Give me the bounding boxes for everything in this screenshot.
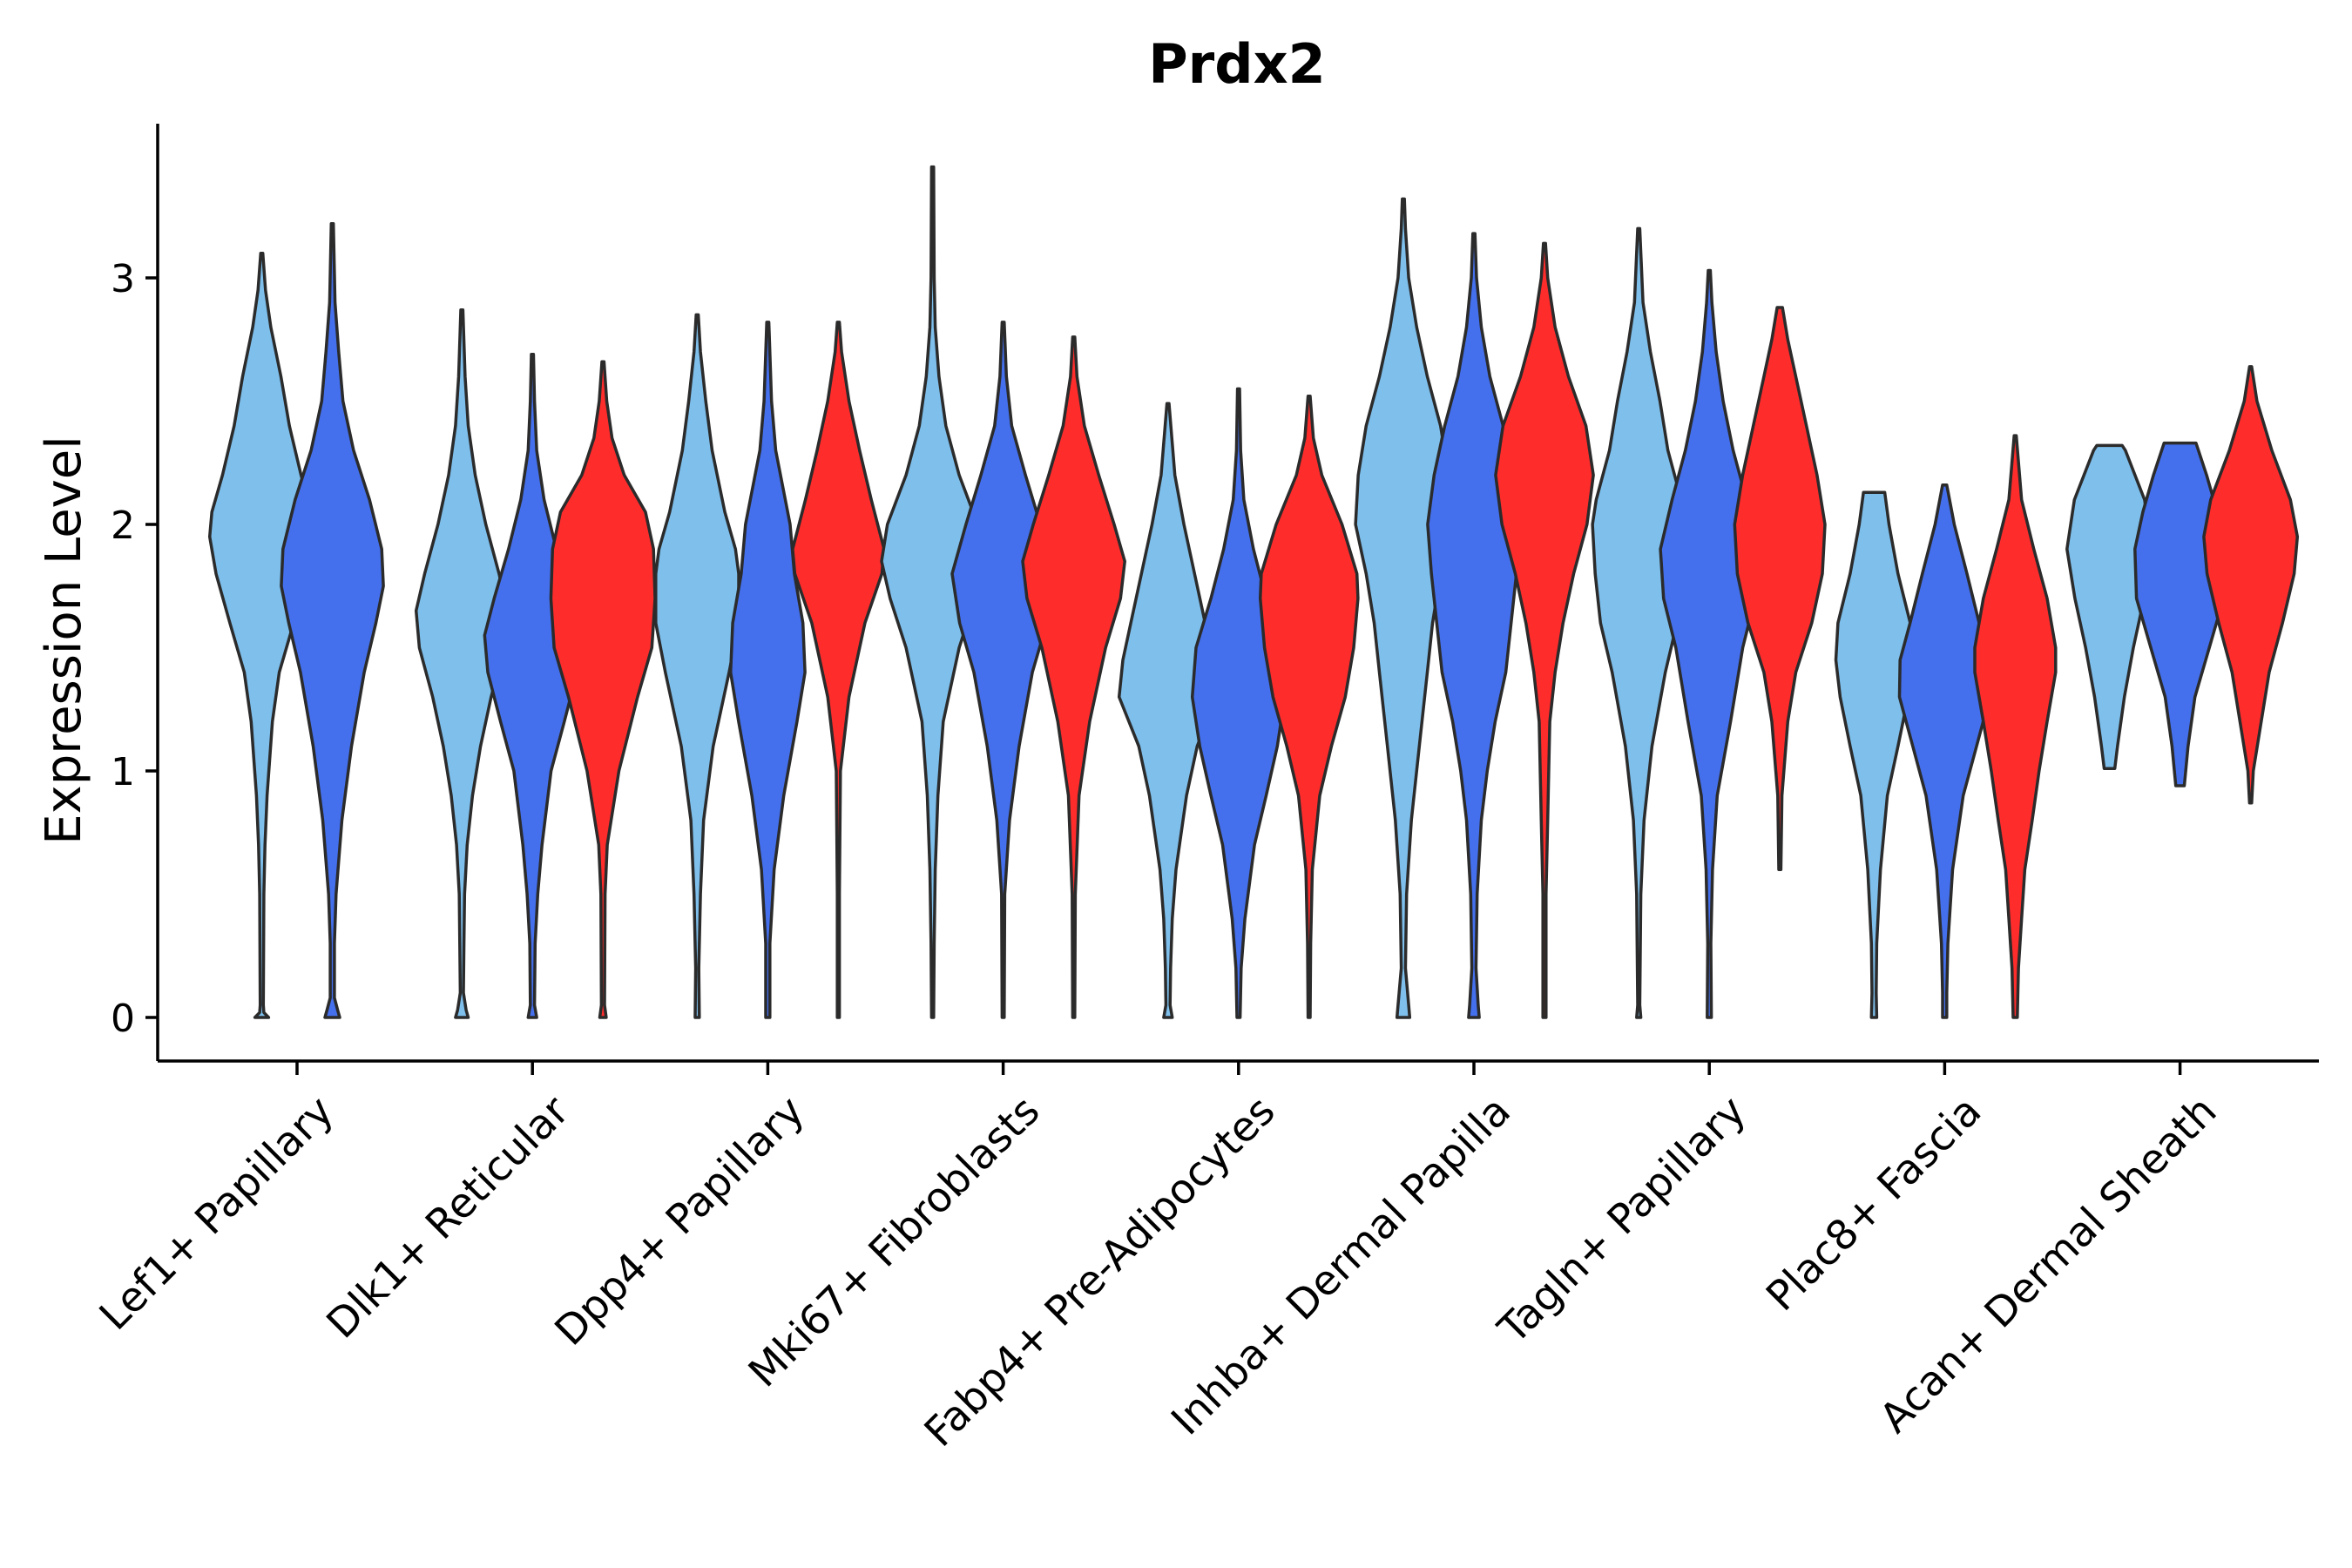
chart-title: Prdx2 xyxy=(1148,32,1326,96)
violin-8-2 xyxy=(1897,483,1991,1019)
violin-5-2 xyxy=(1190,387,1287,1019)
violin-7-3 xyxy=(1733,306,1827,871)
violin-7-1 xyxy=(1591,226,1687,1019)
x-tick-label: Dpp4+ Papillary xyxy=(546,1087,814,1355)
y-tick-label: 1 xyxy=(111,750,135,794)
violin-4-2 xyxy=(950,321,1056,1019)
violin-5-1 xyxy=(1117,402,1219,1019)
violin-3-3 xyxy=(791,321,886,1019)
violin-2-3 xyxy=(549,360,657,1019)
violin-4-3 xyxy=(1021,335,1126,1019)
violin-7-2 xyxy=(1659,268,1761,1019)
violin-2-2 xyxy=(483,352,582,1019)
y-tick-label: 3 xyxy=(111,257,135,301)
violin-9-3 xyxy=(2202,365,2300,805)
y-axis-label: Expression Level xyxy=(36,436,92,845)
violin-9-2 xyxy=(2133,441,2227,787)
violin-8-3 xyxy=(1973,434,2058,1019)
x-tick-label: Tagln+ Papillary xyxy=(1489,1087,1755,1354)
y-tick-label: 2 xyxy=(111,504,135,548)
y-ticks: 0 1 2 3 xyxy=(111,257,158,1041)
x-tick-label: Plac8+ Fascia xyxy=(1757,1087,1990,1321)
violin-1-2 xyxy=(280,221,385,1019)
violin-5-3 xyxy=(1258,395,1360,1019)
x-tick-label: Dlk1+ Reticular xyxy=(318,1086,579,1348)
violin-8-1 xyxy=(1834,490,1915,1019)
violin-4-1 xyxy=(880,165,985,1019)
x-tick-label: Lef1+ Papillary xyxy=(91,1087,343,1340)
violin-group xyxy=(207,165,2300,1019)
violin-9-1 xyxy=(2065,443,2154,770)
violin-6-2 xyxy=(1426,232,1522,1019)
violin-6-1 xyxy=(1354,197,1453,1019)
violin-2-1 xyxy=(414,308,510,1019)
violin-6-3 xyxy=(1494,241,1595,1019)
violin-3-2 xyxy=(728,321,807,1019)
violin-3-1 xyxy=(654,313,740,1019)
violin-1-1 xyxy=(207,251,316,1019)
y-tick-label: 0 xyxy=(111,997,135,1041)
